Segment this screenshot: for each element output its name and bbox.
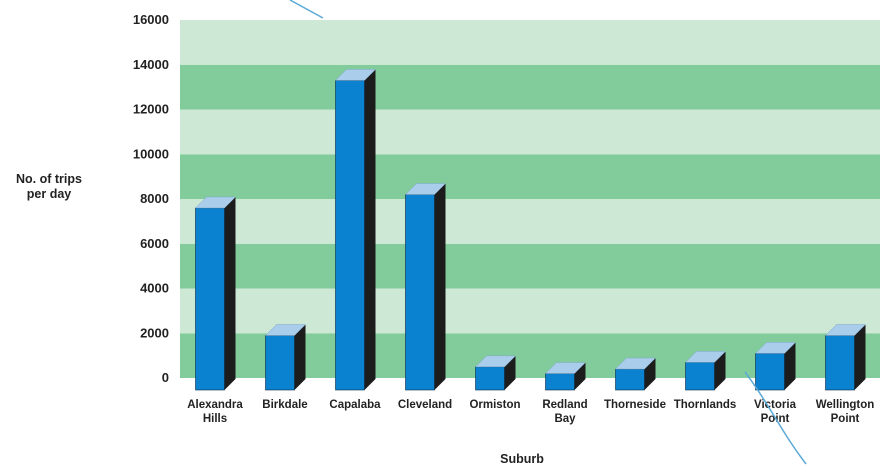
bar — [684, 351, 727, 391]
bar — [614, 357, 657, 391]
y-tick-label: 8000 — [140, 191, 169, 206]
bar-side — [574, 362, 586, 390]
x-category-label: Point — [761, 413, 790, 425]
y-tick-label: 16000 — [133, 12, 169, 27]
x-category-label: Thorneside — [604, 399, 666, 411]
bars — [194, 69, 867, 391]
bar — [474, 355, 517, 391]
y-tick-label: 12000 — [133, 102, 169, 117]
bar-front — [265, 335, 295, 391]
bar-top — [754, 342, 797, 354]
bar-side — [714, 351, 726, 390]
bar-side — [854, 324, 866, 390]
grid-band — [180, 64, 880, 110]
y-tick-label: 14000 — [133, 57, 169, 72]
bar — [194, 196, 237, 391]
x-category-label: Redland — [542, 399, 587, 411]
x-category-label: Hills — [203, 413, 227, 425]
bar-top — [614, 357, 657, 370]
bar-side — [294, 324, 306, 390]
x-category-label: Capalaba — [329, 399, 381, 411]
bar-front — [545, 373, 575, 391]
bar — [824, 324, 867, 391]
bar — [334, 69, 377, 391]
grid-band — [180, 154, 880, 199]
plot-background-bands — [180, 20, 880, 378]
bar-front — [475, 366, 505, 391]
bar-front — [685, 362, 715, 391]
y-tick-label: 2000 — [140, 325, 169, 340]
stray-lines — [289, 0, 807, 465]
y-axis-tick-labels: 0 2000 4000 6000 8000 10000 12000 14000 16000 — [133, 12, 169, 385]
grid-band — [180, 243, 880, 289]
bar — [404, 183, 447, 391]
y-tick-label: 10000 — [133, 146, 169, 161]
stray-line — [289, 0, 324, 19]
bar-front — [405, 194, 435, 391]
bar-top — [544, 362, 587, 374]
x-category-label: Ormiston — [469, 399, 520, 411]
bar-top — [194, 196, 237, 209]
bar-top — [264, 324, 307, 336]
x-category-label: Victoria — [754, 399, 797, 411]
bar-side — [784, 342, 796, 390]
bar-top — [474, 355, 517, 368]
bar-front — [615, 368, 645, 391]
x-category-label: Birkdale — [262, 399, 307, 411]
x-category-label: Thornlands — [674, 399, 737, 411]
stray-line — [744, 371, 807, 465]
bar — [754, 342, 797, 391]
y-tick-label: 4000 — [140, 281, 169, 296]
bar-side — [364, 69, 376, 390]
y-axis-title-line: No. of trips — [16, 172, 82, 186]
bar-front — [335, 80, 365, 391]
x-category-label: Alexandra — [187, 399, 243, 411]
bar-front — [755, 353, 785, 391]
bar-side — [224, 196, 236, 390]
x-category-label: Wellington — [816, 399, 875, 411]
grid-band — [180, 20, 880, 65]
x-axis-title: Suburb — [500, 452, 544, 466]
bar-top — [684, 351, 727, 363]
y-tick-label: 6000 — [140, 236, 169, 251]
bar-top — [824, 324, 867, 336]
bar-side — [434, 183, 446, 390]
bar — [264, 324, 307, 391]
y-tick-label: 0 — [162, 370, 169, 385]
bar-front — [195, 207, 225, 391]
grid-band — [180, 199, 880, 244]
x-category-label: Point — [831, 413, 860, 425]
bar — [544, 362, 587, 391]
grid-band — [180, 109, 880, 155]
bar-top — [404, 183, 447, 195]
bar-side — [644, 358, 656, 390]
y-axis-title: No. of trips per day — [16, 172, 82, 201]
x-category-label: Bay — [554, 413, 576, 425]
x-category-label: Cleveland — [398, 399, 452, 411]
y-axis-title-line: per day — [27, 187, 72, 201]
bar-top — [334, 69, 377, 81]
bar-front — [825, 335, 855, 391]
